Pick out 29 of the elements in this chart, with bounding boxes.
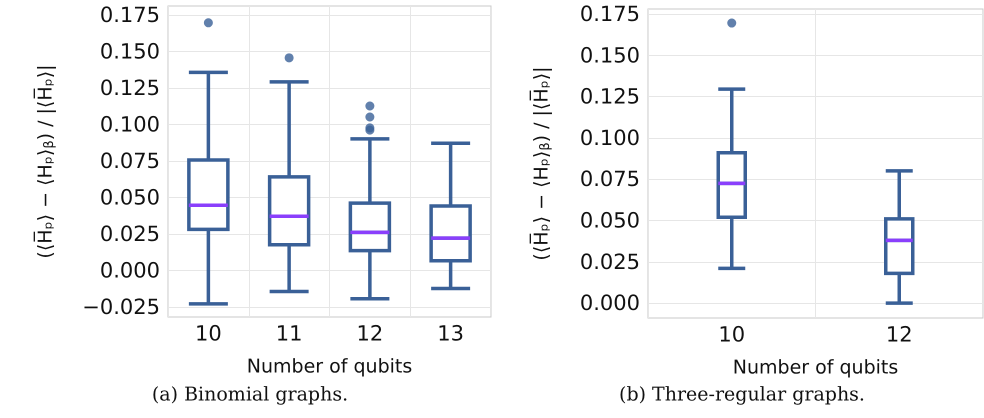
y-tick-label: 0.050 [580, 208, 640, 233]
y-tick-label: 0.125 [580, 84, 640, 109]
text: (b) Three-regular graphs. [619, 384, 865, 406]
y-tick-label: 0.100 [580, 126, 640, 150]
x-axis-title: Number of qubits [732, 356, 898, 378]
y-tick-label: 0.150 [580, 43, 640, 68]
x-tick-label: 12 [886, 322, 913, 346]
y-tick-label: 0.175 [100, 2, 160, 27]
x-tick-label: 10 [718, 322, 746, 346]
y-tick-label: 0.050 [100, 185, 160, 210]
y-tick-label: 0.075 [580, 167, 640, 192]
x-tick-label: 13 [437, 322, 464, 346]
y-tick-label: 0.025 [100, 222, 160, 246]
y-tick-label: 0.175 [580, 2, 640, 26]
y-axis-title: (⟨H̅ₚ⟩ − ⟨Hₚ⟩β) / |⟨H̅ₚ⟩| [529, 66, 553, 261]
text: (a) Binomial graphs. [152, 384, 348, 406]
y-tick-label: 0.075 [100, 148, 160, 173]
y-tick-label: 0.150 [100, 39, 160, 64]
y-tick-label: −0.025 [82, 294, 160, 319]
x-tick-label: 10 [195, 322, 222, 346]
y-tick-label: 0.100 [100, 112, 160, 136]
y-tick-label: 0.025 [580, 250, 640, 274]
x-tick-label: 12 [356, 322, 384, 346]
x-tick-label: 11 [276, 322, 302, 346]
y-axis-title: (⟨H̅ₚ⟩ − ⟨Hₚ⟩β) / |⟨H̅ₚ⟩| [33, 64, 57, 259]
y-tick-label: 0.000 [580, 291, 640, 316]
y-tick-label: 0.125 [100, 76, 160, 100]
y-tick-label: 0.000 [100, 258, 160, 282]
x-axis-title: Number of qubits [246, 356, 412, 378]
